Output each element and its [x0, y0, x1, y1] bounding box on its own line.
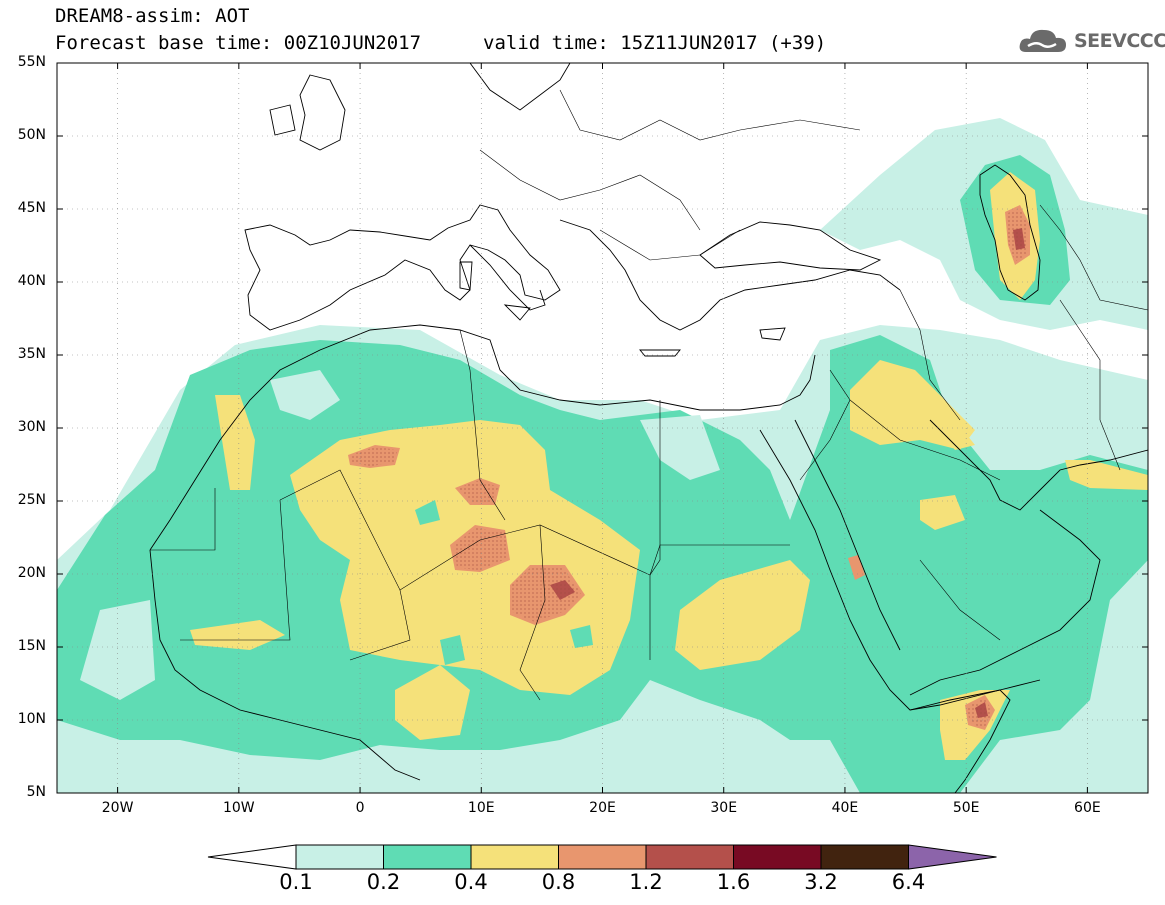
graticule	[57, 63, 1148, 793]
ireland	[269, 104, 296, 136]
legend-under-arrow	[207, 844, 297, 870]
lat-label: 55N	[17, 54, 46, 70]
aot-band-0.4-nigeria	[395, 665, 470, 740]
aot-hole-green-2	[570, 625, 593, 648]
aot-band-0.8-7	[848, 555, 865, 580]
border-8	[849, 399, 1001, 481]
scandinavia	[469, 63, 571, 111]
arabia-south	[909, 509, 1101, 696]
africa-north-coast	[149, 324, 816, 551]
black-sea	[699, 221, 882, 271]
legend-threshold-label: 0.8	[541, 870, 576, 894]
legend-threshold-label: 1.6	[716, 870, 751, 894]
aot-hole-light-3	[270, 370, 340, 420]
cyprus	[759, 327, 786, 341]
lon-label: 30E	[710, 800, 738, 816]
legend-swatch	[733, 844, 822, 870]
lon-label: 20E	[589, 800, 616, 816]
lon-label: 40E	[831, 800, 859, 816]
coastlines	[149, 63, 1148, 793]
legend-threshold-label: 1.2	[629, 870, 663, 894]
border-12	[599, 229, 741, 261]
italy	[469, 244, 546, 311]
lat-label: 50N	[17, 127, 46, 143]
legend-swatch	[383, 844, 472, 870]
lon-label: 60E	[1074, 800, 1101, 816]
legend-threshold-label: 0.2	[366, 870, 401, 894]
seevccc-logo: SEEVCCC	[1018, 24, 1165, 58]
lat-label: 5N	[26, 784, 46, 800]
border-7	[349, 589, 411, 661]
lat-label: 25N	[17, 492, 46, 508]
sardinia	[459, 261, 473, 291]
forecast-base-time: Forecast base time: 00Z10JUN2017	[55, 32, 422, 54]
lat-label: 20N	[17, 565, 46, 581]
border-1	[150, 488, 216, 551]
lon-label: 50E	[952, 800, 980, 816]
borders	[150, 89, 1148, 701]
lat-label: 45N	[17, 200, 46, 216]
legend-swatch	[645, 844, 734, 870]
aot-hole-green-1	[415, 500, 440, 525]
border-6	[519, 524, 546, 701]
caspian-sea	[979, 164, 1041, 301]
border-11	[919, 559, 1001, 641]
legend-swatch	[470, 844, 559, 870]
legend-over-arrow	[908, 844, 997, 870]
legend-threshold-label: 3.2	[804, 870, 838, 894]
lon-label: 10W	[222, 800, 255, 816]
aot-band-0.4-iraq	[930, 420, 975, 450]
red-sea	[759, 429, 1041, 711]
lat-label: 15N	[17, 638, 46, 654]
border-2	[180, 499, 291, 641]
horn-africa	[909, 689, 1011, 793]
logo-text: SEEVCCC	[1074, 30, 1165, 52]
aot-hole-light	[80, 600, 155, 700]
border-15	[1039, 204, 1148, 311]
persian-gulf	[929, 419, 1148, 511]
border-13	[479, 149, 701, 231]
legend-swatch	[820, 844, 909, 870]
border-16	[1059, 299, 1121, 471]
legend-threshold-label: 0.1	[279, 870, 313, 894]
west-africa-coast	[149, 549, 421, 781]
lat-label: 10N	[17, 711, 46, 727]
europe-coast	[244, 204, 561, 331]
lon-label: 0	[355, 800, 365, 816]
lon-label: 10E	[467, 800, 495, 816]
border-5	[649, 400, 661, 660]
border-3	[279, 469, 790, 591]
lat-label: 30N	[17, 419, 46, 435]
border-9	[799, 369, 851, 481]
map-ticks	[57, 62, 1148, 794]
red-sea-east	[794, 419, 901, 651]
map-title: DREAM8-assim: AOT	[55, 5, 250, 27]
uk	[299, 74, 346, 151]
sicily	[503, 304, 531, 321]
aot-hole-green-3	[440, 635, 465, 665]
lat-label: 40N	[17, 273, 46, 289]
aot-band-0.4-west	[215, 395, 255, 490]
crete	[639, 349, 681, 357]
aot-band-0.4-oman	[1065, 460, 1148, 490]
border-4	[459, 329, 506, 521]
lat-label: 35N	[17, 346, 46, 362]
valid-time: valid time: 15Z11JUN2017 (+39)	[483, 32, 827, 54]
aot-band-0.4-sudan	[675, 560, 810, 670]
cloud-icon	[1019, 29, 1066, 52]
legend-threshold-label: 6.4	[891, 870, 926, 894]
legend-swatch	[558, 844, 647, 870]
legend-swatch	[295, 844, 384, 870]
lon-label: 20W	[101, 800, 134, 816]
legend-threshold-label: 0.4	[454, 870, 488, 894]
aot-band-0.4-ksa	[920, 495, 965, 530]
aot-band-0.4-sahel	[190, 620, 285, 650]
border-10	[899, 289, 961, 421]
balkans-coast	[559, 219, 901, 331]
border-14	[559, 89, 861, 141]
